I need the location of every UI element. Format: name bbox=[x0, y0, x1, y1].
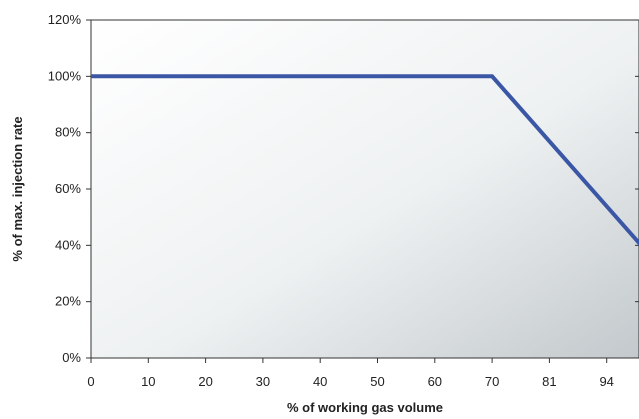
x-tick-label: 20 bbox=[198, 374, 212, 389]
x-tick-label: 10 bbox=[141, 374, 155, 389]
x-tick-label: 50 bbox=[370, 374, 384, 389]
x-tick-label: 81 bbox=[542, 374, 556, 389]
axis-ticks bbox=[86, 19, 639, 363]
x-tick-label: 70 bbox=[485, 374, 499, 389]
plot-area bbox=[90, 19, 639, 359]
y-tick-label: 80% bbox=[55, 125, 81, 140]
x-axis-title: % of working gas volume bbox=[287, 400, 443, 415]
y-tick-label: 0% bbox=[62, 350, 81, 365]
series-line bbox=[91, 74, 639, 246]
y-axis-tick-labels: 0% 20% 40% 60% 80% 100% 120% bbox=[48, 12, 82, 365]
series-group bbox=[91, 74, 639, 246]
y-tick-label: 40% bbox=[55, 237, 81, 252]
x-tick-label: 0 bbox=[87, 374, 94, 389]
x-tick-label: 40 bbox=[313, 374, 327, 389]
y-tick-label: 60% bbox=[55, 181, 81, 196]
y-tick-label: 20% bbox=[55, 294, 81, 309]
x-tick-label: 94 bbox=[599, 374, 613, 389]
y-tick-label: 100% bbox=[48, 68, 82, 83]
x-axis-tick-labels: 0 10 20 30 40 50 60 70 81 94 bbox=[87, 374, 614, 389]
y-axis-title: % of max. injection rate bbox=[10, 116, 25, 261]
y-tick-label: 120% bbox=[48, 12, 82, 27]
x-tick-label: 60 bbox=[428, 374, 442, 389]
x-tick-label: 30 bbox=[256, 374, 270, 389]
